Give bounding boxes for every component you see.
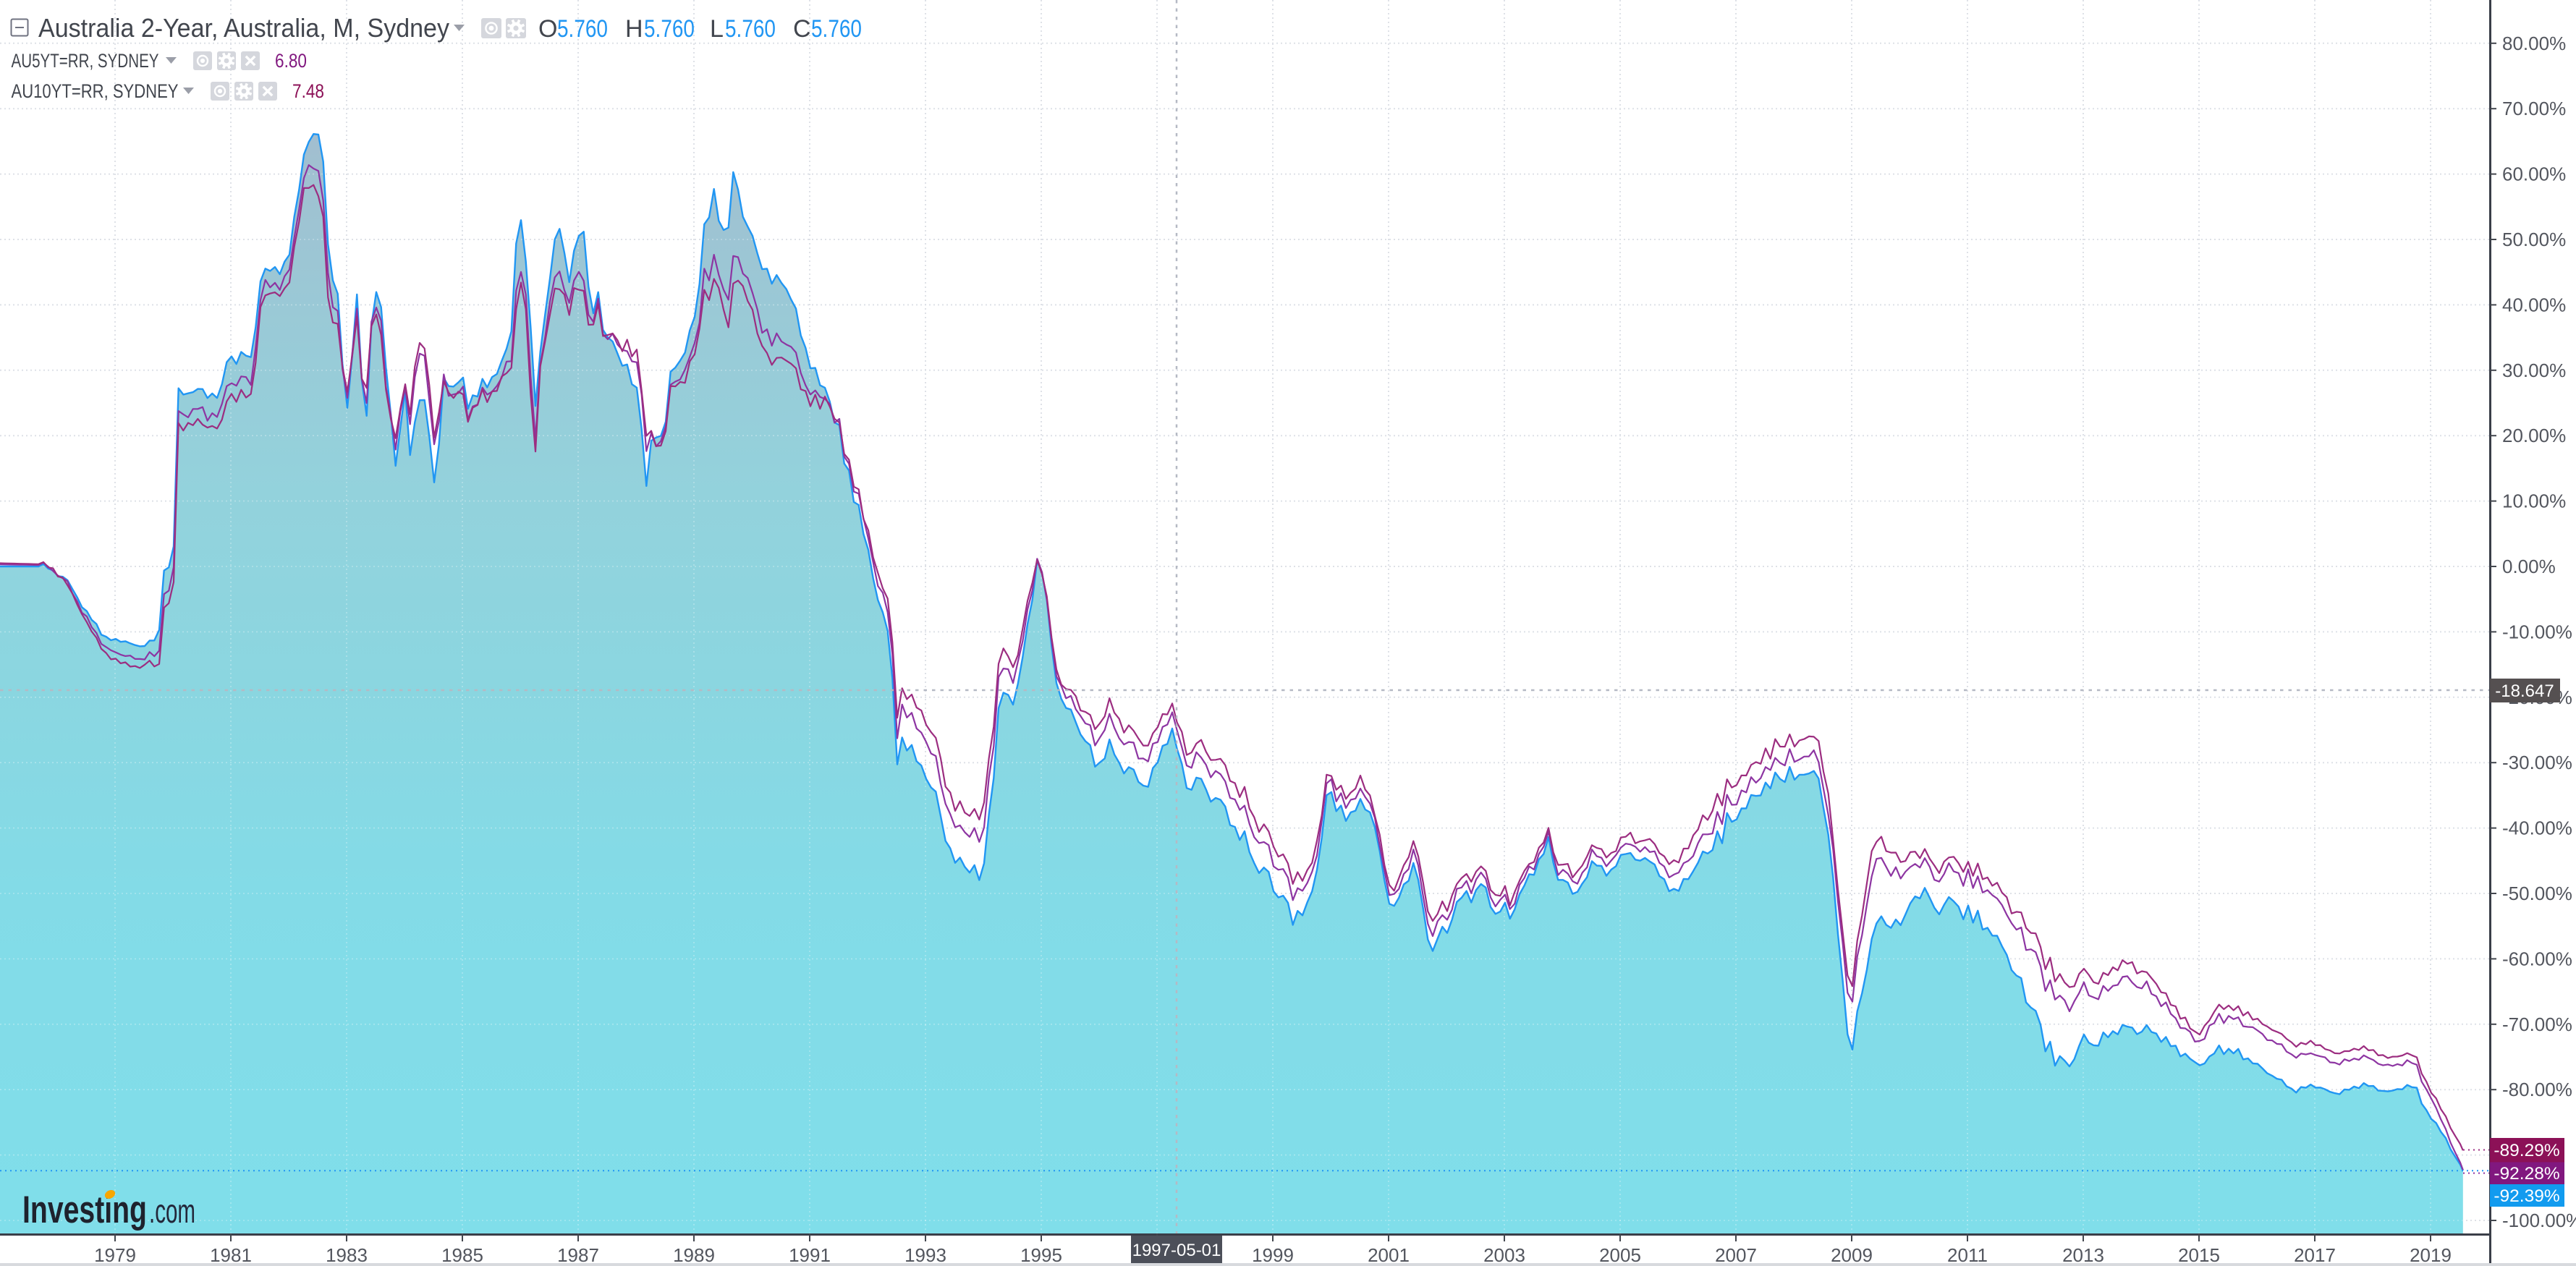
svg-text:50.00%: 50.00% (2502, 229, 2566, 250)
svg-text:1993: 1993 (904, 1244, 946, 1266)
svg-text:2001: 2001 (1368, 1244, 1410, 1266)
svg-text:1989: 1989 (673, 1244, 715, 1266)
svg-text:-70.00%: -70.00% (2502, 1014, 2572, 1035)
svg-text:1985: 1985 (441, 1244, 483, 1266)
svg-text:2015: 2015 (2178, 1244, 2220, 1266)
svg-text:H: H (625, 15, 643, 43)
svg-text:1997-05-01: 1997-05-01 (1132, 1241, 1221, 1260)
svg-text:L: L (710, 15, 724, 43)
svg-text:1999: 1999 (1252, 1244, 1294, 1266)
svg-text:2003: 2003 (1483, 1244, 1525, 1266)
svg-text:1991: 1991 (789, 1244, 831, 1266)
svg-text:0.00%: 0.00% (2502, 556, 2556, 577)
svg-text:Investing: Investing (22, 1189, 147, 1231)
svg-text:.com: .com (149, 1192, 195, 1230)
svg-text:AU5YT=RR, SYDNEY: AU5YT=RR, SYDNEY (12, 50, 159, 72)
svg-text:2011: 2011 (1947, 1244, 1988, 1266)
svg-text:-10.00%: -10.00% (2502, 621, 2572, 642)
svg-text:1979: 1979 (94, 1244, 136, 1266)
svg-text:2019: 2019 (2410, 1244, 2452, 1266)
svg-text:40.00%: 40.00% (2502, 294, 2566, 315)
svg-text:70.00%: 70.00% (2502, 98, 2566, 119)
svg-text:C: C (793, 15, 811, 43)
svg-text:5.760: 5.760 (811, 15, 862, 43)
svg-text:1987: 1987 (557, 1244, 599, 1266)
svg-text:7.48: 7.48 (292, 80, 324, 102)
svg-text:10.00%: 10.00% (2502, 490, 2566, 512)
svg-text:5.760: 5.760 (557, 15, 608, 43)
svg-text:60.00%: 60.00% (2502, 163, 2566, 185)
svg-text:2009: 2009 (1831, 1244, 1873, 1266)
svg-text:5.760: 5.760 (725, 15, 776, 43)
svg-text:5.760: 5.760 (644, 15, 695, 43)
svg-text:-40.00%: -40.00% (2502, 817, 2572, 839)
svg-text:6.80: 6.80 (275, 50, 307, 72)
svg-text:Australia 2-Year, Australia, M: Australia 2-Year, Australia, M, Sydney (38, 13, 449, 43)
svg-text:-89.29%: -89.29% (2494, 1141, 2559, 1160)
svg-text:30.00%: 30.00% (2502, 360, 2566, 381)
svg-text:-30.00%: -30.00% (2502, 752, 2572, 773)
svg-text:-92.28%: -92.28% (2494, 1164, 2559, 1184)
svg-text:-80.00%: -80.00% (2502, 1079, 2572, 1100)
svg-text:2007: 2007 (1715, 1244, 1757, 1266)
svg-text:1983: 1983 (326, 1244, 368, 1266)
svg-text:-100.00%: -100.00% (2502, 1210, 2576, 1231)
svg-text:-18.647: -18.647 (2495, 681, 2554, 701)
svg-text:-92.39%: -92.39% (2494, 1186, 2559, 1206)
svg-text:-60.00%: -60.00% (2502, 948, 2572, 969)
svg-text:-50.00%: -50.00% (2502, 883, 2572, 904)
svg-text:O: O (538, 15, 557, 43)
svg-text:2017: 2017 (2294, 1244, 2336, 1266)
svg-text:80.00%: 80.00% (2502, 33, 2566, 54)
svg-text:2013: 2013 (2062, 1244, 2104, 1266)
svg-text:1981: 1981 (210, 1244, 252, 1266)
svg-text:AU10YT=RR, SYDNEY: AU10YT=RR, SYDNEY (12, 80, 179, 102)
svg-text:20.00%: 20.00% (2502, 425, 2566, 446)
svg-text:2005: 2005 (1599, 1244, 1641, 1266)
svg-text:1995: 1995 (1020, 1244, 1062, 1266)
